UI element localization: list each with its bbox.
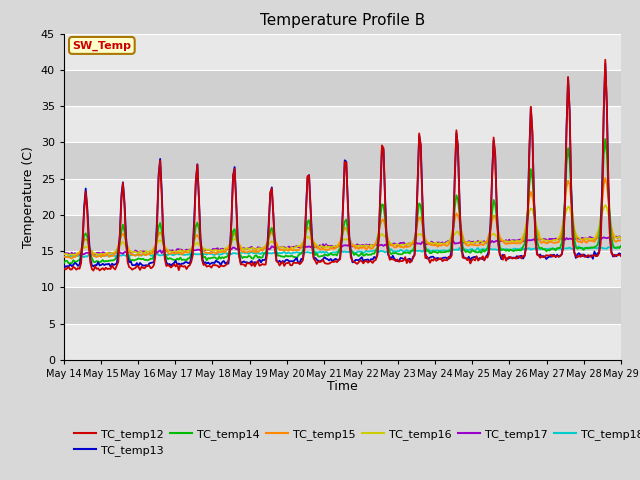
TC_temp15 [255, 248, 263, 254]
TC_temp13 [61, 264, 69, 270]
TC_temp18 [228, 252, 236, 257]
TC_temp14 [602, 136, 609, 142]
Bar [64, 324, 621, 360]
TC_temp18 [589, 245, 596, 251]
TC_temp13 [60, 263, 68, 268]
Line: TC_temp14: TC_temp14 [64, 139, 621, 264]
TC_temp15 [60, 254, 68, 260]
Bar [64, 70, 621, 106]
TC_temp17 [586, 234, 594, 240]
Bar [64, 106, 621, 143]
TC_temp15 [228, 235, 236, 241]
TC_temp14 [305, 217, 313, 223]
TC_temp18 [305, 250, 313, 255]
TC_temp17 [254, 244, 262, 250]
TC_temp18 [575, 243, 583, 249]
TC_temp16 [305, 234, 313, 240]
Line: TC_temp13: TC_temp13 [64, 63, 621, 267]
TC_temp14 [130, 258, 138, 264]
TC_temp16 [130, 249, 138, 255]
TC_temp15 [68, 256, 76, 262]
TC_temp12 [588, 254, 595, 260]
Line: TC_temp17: TC_temp17 [64, 236, 621, 255]
TC_temp17 [60, 252, 68, 258]
Line: TC_temp12: TC_temp12 [64, 60, 621, 271]
TC_temp12 [617, 253, 625, 259]
Y-axis label: Temperature (C): Temperature (C) [22, 146, 35, 248]
TC_temp16 [246, 246, 254, 252]
Bar [64, 179, 621, 215]
TC_temp15 [588, 238, 595, 244]
TC_temp12 [130, 265, 138, 271]
TC_temp17 [617, 235, 625, 241]
TC_temp18 [617, 244, 625, 250]
TC_temp14 [246, 253, 254, 259]
TC_temp16 [65, 252, 72, 258]
TC_temp12 [60, 266, 68, 272]
TC_temp17 [244, 245, 252, 251]
TC_temp12 [305, 173, 313, 179]
X-axis label: Time: Time [327, 381, 358, 394]
Bar [64, 288, 621, 324]
Bar [64, 215, 621, 251]
TC_temp13 [246, 260, 254, 265]
TC_temp17 [303, 244, 311, 250]
TC_temp13 [588, 252, 595, 258]
TC_temp15 [617, 238, 625, 243]
TC_temp15 [305, 225, 313, 231]
TC_temp18 [130, 252, 138, 258]
TC_temp18 [246, 250, 254, 256]
TC_temp18 [70, 254, 77, 260]
Line: TC_temp18: TC_temp18 [64, 246, 621, 257]
TC_temp14 [588, 244, 595, 250]
TC_temp15 [602, 175, 609, 181]
TC_temp14 [617, 243, 625, 249]
TC_temp12 [255, 263, 263, 268]
Text: SW_Temp: SW_Temp [72, 40, 131, 50]
TC_temp15 [130, 252, 138, 258]
TC_temp13 [255, 257, 263, 263]
TC_temp13 [130, 262, 138, 268]
TC_temp12 [246, 261, 254, 266]
TC_temp15 [246, 248, 254, 254]
Line: TC_temp15: TC_temp15 [64, 178, 621, 259]
TC_temp17 [129, 250, 136, 255]
Line: TC_temp16: TC_temp16 [64, 205, 621, 255]
TC_temp13 [305, 172, 313, 178]
TC_temp14 [68, 261, 76, 266]
TC_temp13 [617, 252, 625, 257]
TC_temp16 [255, 245, 263, 251]
TC_temp16 [602, 202, 609, 208]
Bar [64, 34, 621, 70]
TC_temp13 [602, 60, 609, 66]
Bar [64, 251, 621, 288]
TC_temp13 [228, 216, 236, 222]
TC_temp18 [255, 251, 263, 256]
TC_temp12 [602, 57, 609, 62]
TC_temp14 [60, 260, 68, 265]
TC_temp14 [228, 239, 236, 244]
TC_temp16 [60, 252, 68, 257]
TC_temp18 [60, 254, 68, 260]
Bar [64, 143, 621, 179]
Title: Temperature Profile B: Temperature Profile B [260, 13, 425, 28]
TC_temp14 [255, 254, 263, 260]
TC_temp17 [226, 247, 234, 252]
TC_temp12 [228, 217, 236, 223]
Legend: TC_temp12, TC_temp13, TC_temp14, TC_temp15, TC_temp16, TC_temp17, TC_temp18: TC_temp12, TC_temp13, TC_temp14, TC_temp… [70, 424, 640, 461]
TC_temp12 [90, 268, 97, 274]
TC_temp16 [617, 235, 625, 241]
TC_temp17 [616, 233, 623, 239]
TC_temp16 [228, 238, 236, 244]
TC_temp16 [588, 236, 595, 242]
